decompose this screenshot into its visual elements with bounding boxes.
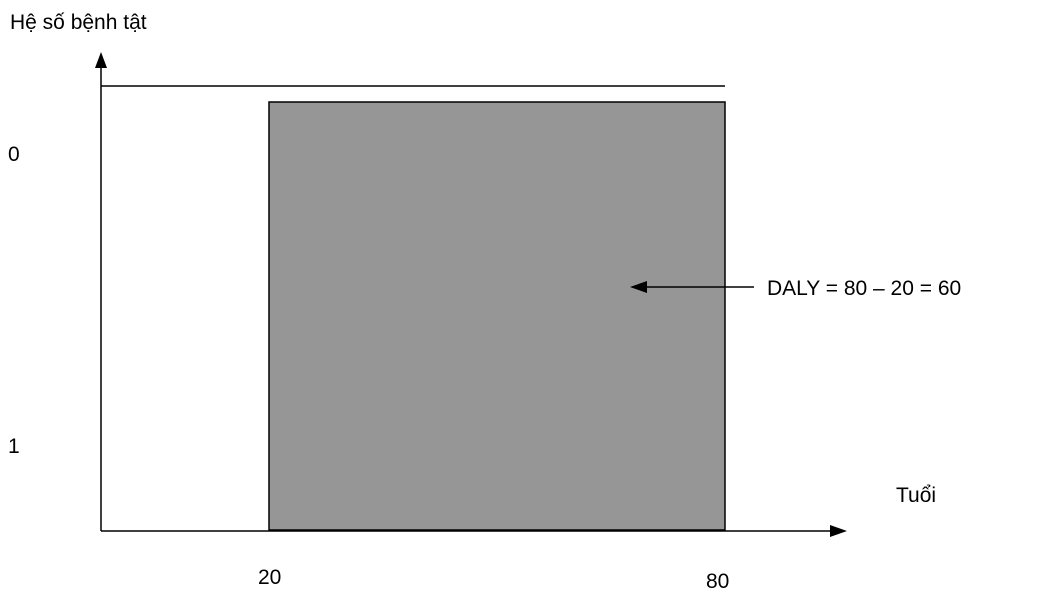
daly-annotation: DALY = 80 – 20 = 60 <box>767 277 962 300</box>
y-tick-label-1: 1 <box>8 435 20 458</box>
x-axis-arrow-icon <box>830 525 847 537</box>
daly-region <box>268 101 726 531</box>
y-tick-label-0: 0 <box>8 143 20 166</box>
y-axis-title: Hệ số bệnh tật <box>10 11 147 34</box>
y-axis-arrow-icon <box>95 52 107 68</box>
x-tick-label-20: 20 <box>258 566 282 589</box>
x-axis-title: Tuổi <box>896 484 937 507</box>
x-tick-label-80: 80 <box>706 570 730 593</box>
annotation-arrow-icon <box>630 281 647 293</box>
